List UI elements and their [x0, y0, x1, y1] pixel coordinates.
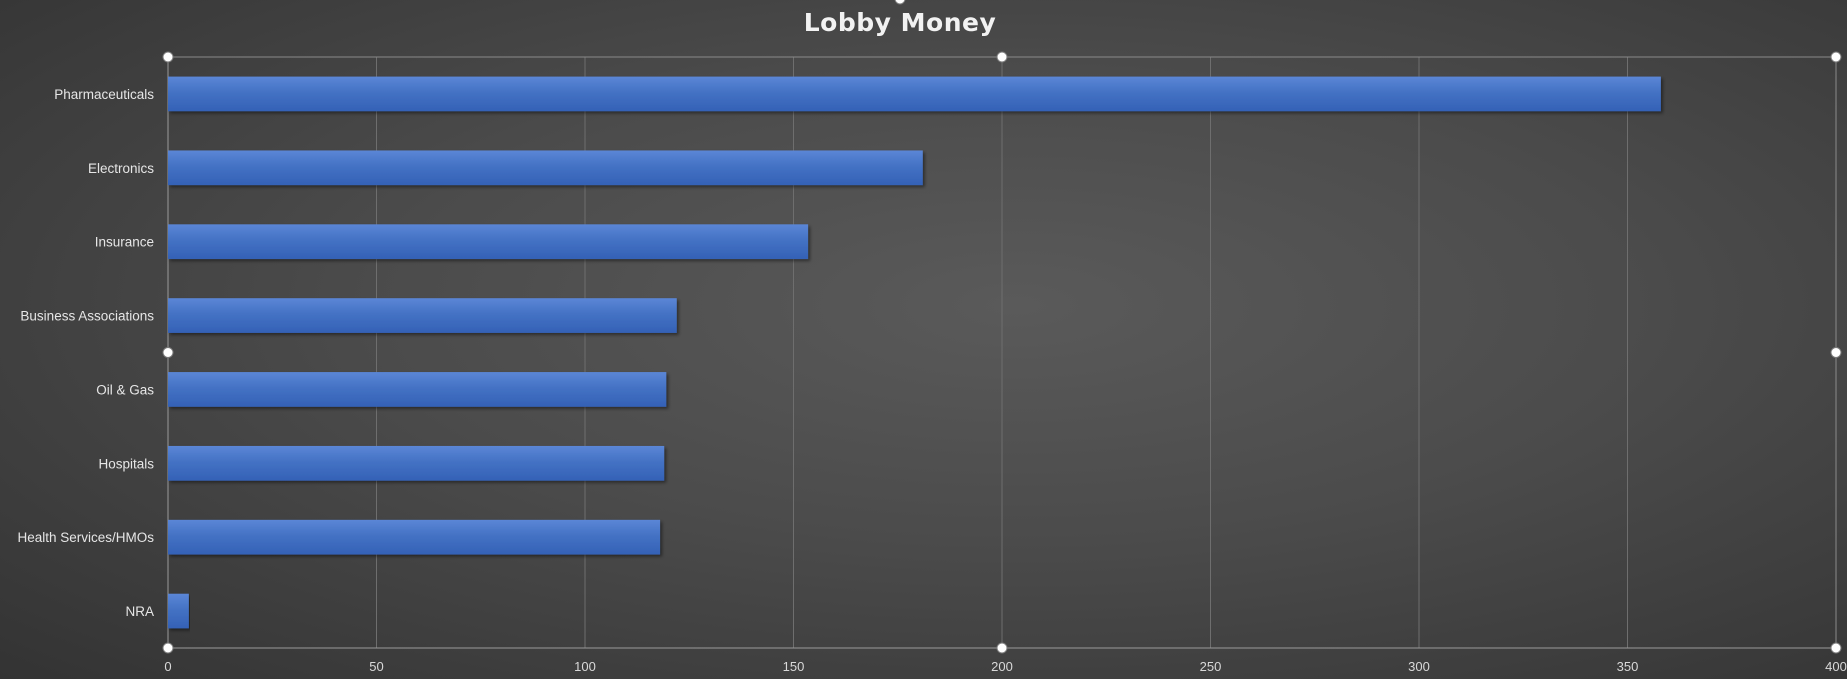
- resize-handle[interactable]: [1830, 642, 1842, 654]
- resize-handle[interactable]: [1830, 51, 1842, 63]
- category-label: Electronics: [88, 161, 154, 176]
- category-label: Oil & Gas: [96, 382, 154, 397]
- category-label: Hospitals: [98, 456, 154, 471]
- resize-handle[interactable]: [996, 51, 1008, 63]
- x-tick-label: 250: [1200, 659, 1222, 674]
- bar[interactable]: [168, 372, 667, 407]
- title-handle[interactable]: [894, 0, 906, 5]
- gridlines: [376, 57, 1628, 648]
- bar[interactable]: [168, 224, 809, 260]
- x-tick-label: 400: [1825, 659, 1847, 674]
- x-tick-label: 150: [783, 659, 805, 674]
- category-label: Business Associations: [20, 309, 154, 324]
- x-tick-label: 50: [369, 659, 383, 674]
- bar[interactable]: [168, 298, 677, 333]
- category-label: Pharmaceuticals: [54, 87, 154, 102]
- selection-handles: [162, 0, 1842, 654]
- x-tick-labels: 0 50 100 150 200 250 300 350 400: [164, 659, 1846, 674]
- bar[interactable]: [168, 150, 923, 186]
- bar[interactable]: [168, 519, 661, 555]
- category-label: Insurance: [95, 235, 154, 250]
- resize-handle[interactable]: [996, 642, 1008, 654]
- chart-title: Lobby Money: [803, 8, 997, 37]
- x-tick-label: 0: [164, 659, 171, 674]
- x-tick-label: 200: [991, 659, 1013, 674]
- category-labels: Pharmaceuticals Electronics Insurance Busin…: [17, 87, 154, 619]
- category-label: Health Services/HMOs: [17, 530, 154, 545]
- x-tick-label: 350: [1617, 659, 1639, 674]
- bars: [168, 76, 1661, 629]
- bar[interactable]: [168, 76, 1661, 112]
- resize-handle[interactable]: [162, 642, 174, 654]
- category-label: NRA: [125, 604, 154, 619]
- bar[interactable]: [168, 445, 665, 481]
- resize-handle[interactable]: [162, 347, 174, 358]
- x-tick-label: 300: [1408, 659, 1430, 674]
- x-tick-label: 100: [574, 659, 596, 674]
- resize-handle[interactable]: [162, 51, 174, 63]
- bar[interactable]: [168, 593, 189, 629]
- resize-handle[interactable]: [1830, 347, 1842, 358]
